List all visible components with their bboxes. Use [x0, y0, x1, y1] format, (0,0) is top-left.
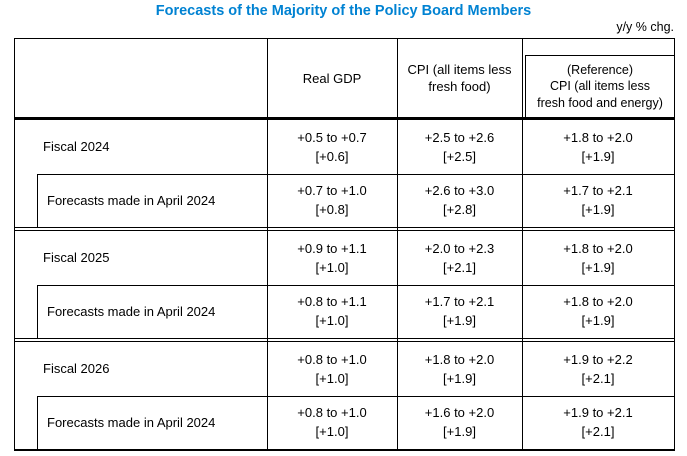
- table-row-fiscal-2025: Fiscal 2025 +0.9 to +1.1 [+1.0] +2.0 to …: [15, 231, 674, 285]
- cell-cpi: +1.7 to +2.1 [+1.9]: [424, 294, 495, 329]
- table-row-fiscal-2024: Fiscal 2024 +0.5 to +0.7 [+0.6] +2.5 to …: [15, 120, 674, 174]
- row-label: Forecasts made in April 2024: [47, 414, 216, 430]
- column-divider-2: [397, 39, 398, 450]
- cell-cpi-reference: +1.9 to +2.2 [+2.1]: [563, 351, 633, 386]
- cell-cpi-reference: +1.8 to +2.0 [+1.9]: [563, 240, 633, 275]
- header-empty-cell: [15, 39, 267, 117]
- table-header-row: Real GDP CPI (all items less fresh food)…: [15, 39, 674, 119]
- cell-real-gdp: +0.9 to +1.1 [+1.0]: [297, 240, 367, 275]
- cell-cpi-reference: +1.9 to +2.1 [+2.1]: [563, 405, 633, 440]
- row-label: Fiscal 2024: [43, 139, 110, 155]
- column-divider-3: [522, 39, 523, 450]
- cell-cpi-reference: +1.8 to +2.0 [+1.9]: [563, 129, 633, 164]
- table-row-april-forecast-2024: Forecasts made in April 2024 +0.7 to +1.…: [15, 173, 674, 227]
- cell-real-gdp: +0.8 to +1.0 [+1.0]: [297, 351, 367, 386]
- column-divider-1: [267, 39, 268, 450]
- row-label: Forecasts made in April 2024: [47, 303, 216, 319]
- row-label: Fiscal 2025: [43, 250, 110, 266]
- cell-real-gdp: +0.5 to +0.7 [+0.6]: [297, 129, 367, 164]
- cell-real-gdp: +0.8 to +1.0 [+1.0]: [297, 405, 367, 440]
- unit-label: y/y % chg.: [616, 20, 674, 34]
- row-label: Forecasts made in April 2024: [47, 192, 216, 208]
- document-title: Forecasts of the Majority of the Policy …: [155, 3, 532, 19]
- forecast-table: Real GDP CPI (all items less fresh food)…: [14, 38, 675, 451]
- reference-header-box: (Reference) CPI (all items less fresh fo…: [525, 55, 674, 117]
- cell-cpi: +2.5 to +2.6 [+2.5]: [424, 129, 495, 164]
- row-label: Fiscal 2026: [43, 361, 110, 377]
- cell-real-gdp: +0.8 to +1.1 [+1.0]: [297, 294, 367, 329]
- header-cpi: CPI (all items less fresh food): [407, 62, 512, 94]
- cell-cpi: +2.6 to +3.0 [+2.8]: [424, 183, 495, 218]
- table-row-april-forecast-2025: Forecasts made in April 2024 +0.8 to +1.…: [15, 284, 674, 338]
- cell-cpi-reference: +1.7 to +2.1 [+1.9]: [563, 183, 633, 218]
- cell-cpi: +1.8 to +2.0 [+1.9]: [424, 351, 495, 386]
- section-fiscal-2026: Fiscal 2026 +0.8 to +1.0 [+1.0] +1.8 to …: [15, 341, 674, 450]
- header-real-gdp: Real GDP: [302, 70, 362, 86]
- table-row-april-forecast-2026: Forecasts made in April 2024 +0.8 to +1.…: [15, 395, 674, 449]
- header-cpi-reference-cell: (Reference) CPI (all items less fresh fo…: [522, 39, 674, 117]
- section-fiscal-2024: Fiscal 2024 +0.5 to +0.7 [+0.6] +2.5 to …: [15, 119, 674, 228]
- section-fiscal-2025: Fiscal 2025 +0.9 to +1.1 [+1.0] +2.0 to …: [15, 230, 674, 339]
- cell-cpi-reference: +1.8 to +2.0 [+1.9]: [563, 294, 633, 329]
- cell-real-gdp: +0.7 to +1.0 [+0.8]: [297, 183, 367, 218]
- cell-cpi: +1.6 to +2.0 [+1.9]: [424, 405, 495, 440]
- cell-cpi: +2.0 to +2.3 [+2.1]: [424, 240, 495, 275]
- table-row-fiscal-2026: Fiscal 2026 +0.8 to +1.0 [+1.0] +1.8 to …: [15, 342, 674, 396]
